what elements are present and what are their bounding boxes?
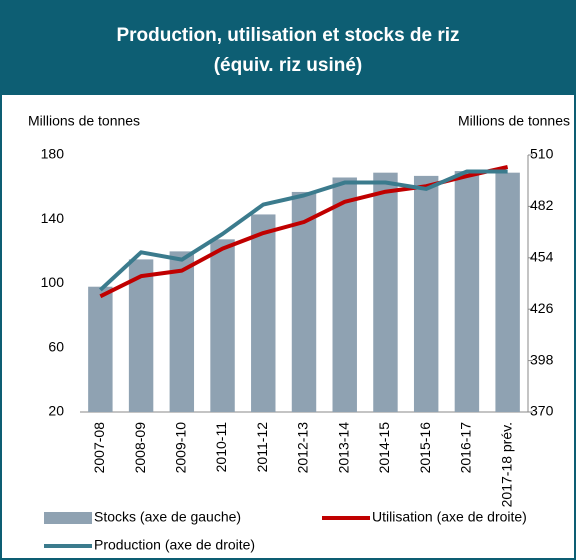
y-axis-label: Millions de tonnes <box>28 113 140 129</box>
x-tick-label: 2008-09 <box>132 422 148 474</box>
x-tick-label: 2011-12 <box>254 422 270 473</box>
x-tick-label: 2015-16 <box>417 422 433 474</box>
x-tick-label: 2010-11 <box>213 422 229 473</box>
x-tick-label: 2012-13 <box>295 422 311 474</box>
bar <box>332 177 357 412</box>
x-tick-label: 2017-18 prév. <box>498 422 514 507</box>
legend-label: Stocks (axe de gauche) <box>94 509 241 525</box>
y2-tick-label: 482 <box>530 197 554 213</box>
bar <box>251 214 276 412</box>
x-tick-label: 2009-10 <box>173 422 189 474</box>
y-tick-label: 60 <box>48 338 64 354</box>
bar <box>169 251 195 412</box>
y2-tick-label: 370 <box>530 403 554 419</box>
bar <box>495 172 520 412</box>
bar <box>413 175 439 412</box>
title-banner <box>0 0 576 95</box>
legend-swatch <box>44 512 92 524</box>
bar <box>291 191 317 412</box>
y-tick-label: 140 <box>41 210 65 226</box>
y2-tick-label: 510 <box>530 146 554 162</box>
bar <box>88 286 113 412</box>
y2-axis-label: Millions de tonnes <box>458 113 570 129</box>
chart-title: Production, utilisation et stocks de riz <box>116 25 459 46</box>
bar <box>373 172 398 412</box>
legend-label: Utilisation (axe de droite) <box>372 509 527 525</box>
x-tick-label: 2014-15 <box>376 422 392 474</box>
bar <box>128 259 154 412</box>
chart-subtitle: (équiv. riz usiné) <box>214 55 363 76</box>
legend-label: Production (axe de droite) <box>94 537 255 553</box>
y2-tick-label: 454 <box>530 249 554 265</box>
y-tick-label: 180 <box>41 146 65 162</box>
x-tick-label: 2013-14 <box>335 422 351 474</box>
bar <box>454 171 480 412</box>
y-tick-label: 100 <box>41 274 65 290</box>
x-tick-label: 2007-08 <box>91 422 107 474</box>
line <box>99 169 508 292</box>
y2-tick-label: 426 <box>530 300 554 316</box>
x-tick-label: 2016-17 <box>458 422 474 474</box>
bar <box>210 239 235 412</box>
y2-tick-label: 398 <box>530 351 554 367</box>
y-tick-label: 20 <box>48 403 64 419</box>
